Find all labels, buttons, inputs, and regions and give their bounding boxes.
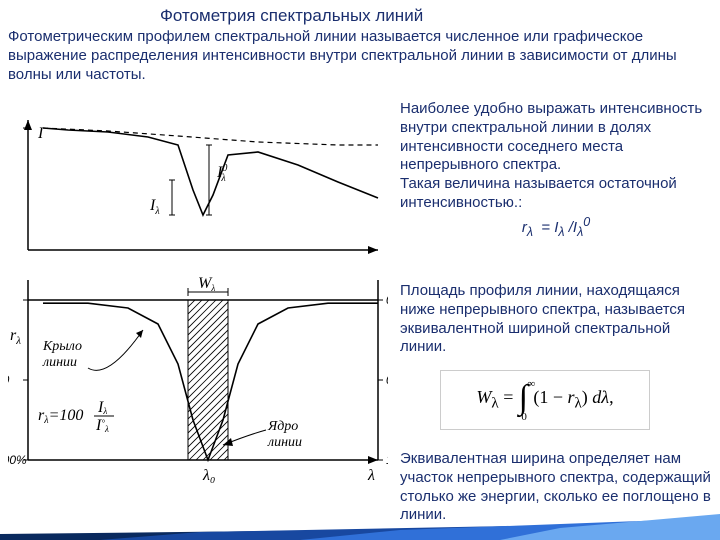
wing-label: Крыло bbox=[42, 339, 82, 354]
svg-text:1,0: 1,0 bbox=[386, 453, 388, 467]
svg-text:0,5: 0,5 bbox=[386, 373, 388, 387]
svg-text:Iλ: Iλ bbox=[97, 399, 107, 416]
r-formula-fig: rλ=100 bbox=[38, 407, 83, 426]
svg-text:I0λ: I0λ bbox=[216, 163, 227, 184]
spectral-figure: I I0λ Iλ rλ 100%500 1,00,50,0 Wλ λ₀ λ К bbox=[8, 110, 388, 530]
intro-paragraph: Фотометрическим профилем спектральной ли… bbox=[8, 28, 712, 84]
formula-r: rλ = Iλ /Iλ0 bbox=[400, 215, 712, 241]
svg-text:50: 50 bbox=[8, 373, 10, 387]
svg-text:линии: линии bbox=[42, 355, 77, 370]
formula-w: Wλ = ∞ ∫ 0 (1 − rλ) dλ, bbox=[440, 370, 650, 430]
right-block-1: Наиболее удобно выражать интенсивность в… bbox=[400, 100, 712, 242]
right-p1: Наиболее удобно выражать интенсивность в… bbox=[400, 100, 702, 173]
svg-text:I°λ: I°λ bbox=[95, 417, 109, 434]
top-ylabel: I bbox=[37, 125, 44, 142]
svg-text:Iλ: Iλ bbox=[149, 197, 160, 217]
lambda-axis-label: λ bbox=[367, 467, 375, 484]
right-p2: Такая величина называется остаточной инт… bbox=[400, 175, 677, 211]
lambda0-label: λ₀ bbox=[202, 467, 216, 484]
core-label: Ядро bbox=[267, 419, 298, 434]
page-title: Фотометрия спектральных линий bbox=[160, 6, 423, 26]
svg-text:линии: линии bbox=[267, 435, 302, 450]
svg-text:0,0: 0,0 bbox=[386, 293, 388, 307]
svg-text:Wλ: Wλ bbox=[198, 275, 215, 293]
right-block-2: Площадь профиля линии, находящаяся ниже … bbox=[400, 282, 712, 357]
svg-text:100%: 100% bbox=[8, 453, 27, 467]
bottom-ylabel: rλ bbox=[10, 327, 21, 347]
bottom-band bbox=[0, 512, 720, 540]
